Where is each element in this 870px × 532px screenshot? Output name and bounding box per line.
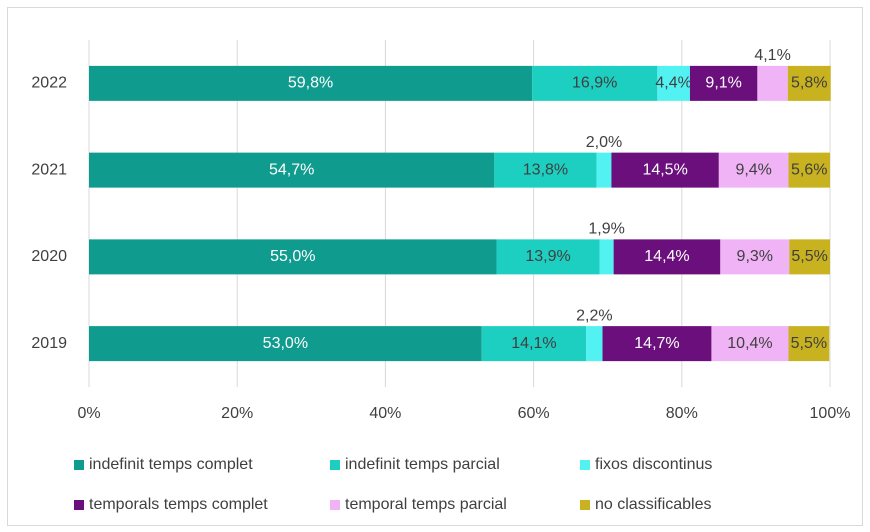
legend-label: no classificables [595,496,712,513]
bar-segment [481,326,587,362]
x-tick-label: 60% [518,405,550,422]
data-label: 13,9% [525,248,570,265]
legend-swatch [330,500,340,510]
x-tick-label: 20% [221,405,253,422]
bar-segment [720,239,790,275]
bar-segment [611,152,719,188]
data-label: 5,6% [791,161,827,178]
x-tick-label: 0% [77,405,100,422]
legend-swatch [580,500,590,510]
bar-segment [602,326,712,362]
bar-segment [613,239,721,275]
y-tick-label: 2022 [31,75,67,92]
y-tick-label: 2019 [31,335,67,352]
data-label: 2,2% [576,307,612,324]
data-label: 13,8% [523,161,568,178]
legend-label: fixos discontinus [595,456,712,473]
bar-segment [532,65,658,101]
data-label: 4,4% [655,75,691,92]
y-tick-label: 2021 [31,161,67,178]
data-label: 14,1% [511,335,556,352]
bar-segment [596,152,612,188]
data-label: 53,0% [263,335,308,352]
data-label: 14,5% [642,161,687,178]
data-label: 10,4% [727,335,772,352]
bar-segment [496,239,600,275]
legend-swatch [74,500,84,510]
data-label: 5,5% [791,335,827,352]
bar-segment [89,326,482,362]
data-label: 9,4% [735,161,771,178]
legend-label: indefinit temps parcial [345,456,500,473]
bar-segment [711,326,789,362]
bar-segment [788,152,830,188]
data-label: 59,8% [288,75,333,92]
y-tick-label: 2020 [31,248,67,265]
bar-segment [657,65,690,101]
legend-swatch [330,460,340,470]
bar-segment [789,239,830,275]
data-label: 54,7% [269,161,314,178]
data-label: 55,0% [270,248,315,265]
legend-label: indefinit temps complet [89,456,253,473]
bar-segment [89,152,495,188]
bar-segment [494,152,597,188]
data-label: 16,9% [572,75,617,92]
data-label: 2,0% [586,134,622,151]
data-label: 14,7% [634,335,679,352]
data-label: 5,5% [791,248,827,265]
data-label: 9,1% [705,75,741,92]
bar-segment [787,65,831,101]
legend-label: temporals temps complet [89,496,268,513]
bar-segment [718,152,789,188]
x-tick-label: 100% [810,405,851,422]
data-label: 14,4% [644,248,689,265]
x-tick-label: 40% [369,405,401,422]
data-label: 1,9% [588,221,624,238]
legend-swatch [580,460,590,470]
bar-segment [689,65,758,101]
bar-segment [89,239,497,275]
bar-segment [599,239,614,275]
data-label: 5,8% [791,75,827,92]
bar-segment [89,65,533,101]
bar-segment [788,326,830,362]
data-label: 4,1% [754,47,790,64]
bar-segment [586,326,603,362]
legend-label: temporal temps parcial [345,496,507,513]
legend-swatch [74,460,84,470]
data-label: 9,3% [737,248,773,265]
x-tick-label: 80% [666,405,698,422]
bar-segment [757,65,788,101]
